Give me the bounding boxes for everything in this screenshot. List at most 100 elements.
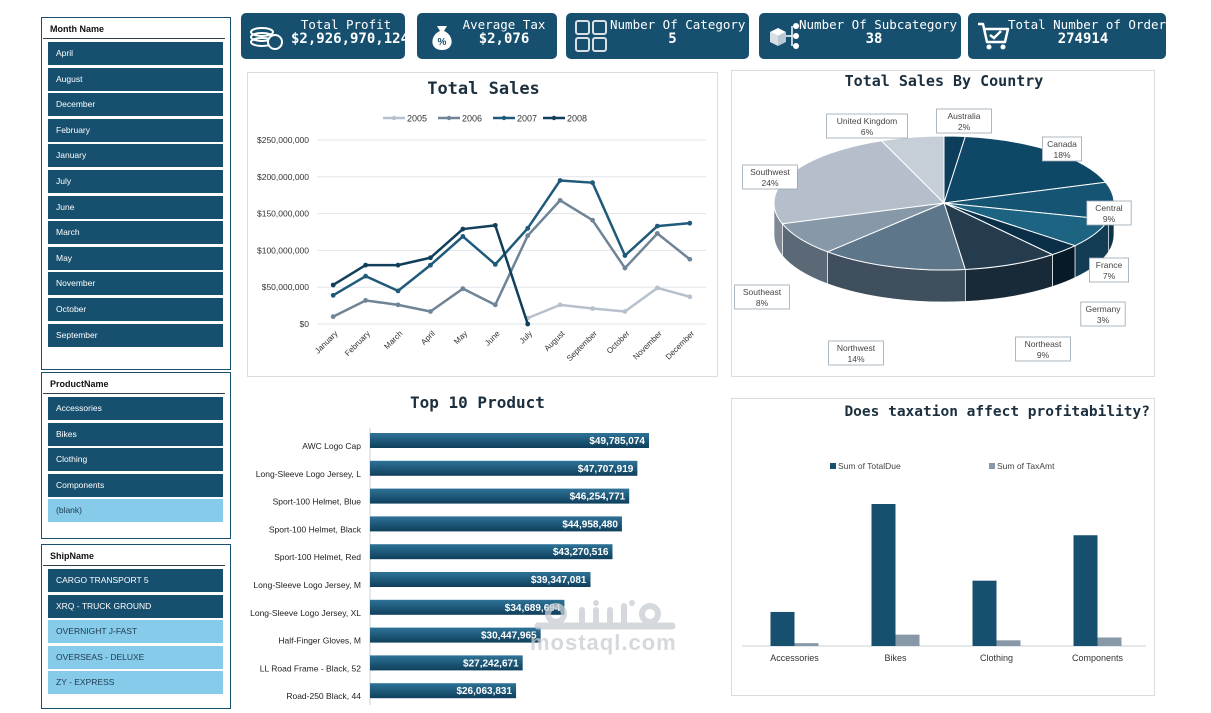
tax-bar-totaldue: [871, 504, 896, 646]
legend-marker: [391, 115, 397, 121]
pie-slice-northwest: [826, 202, 966, 271]
tax-bar-totaldue: [972, 580, 997, 646]
kpi-total-orders: Total Number of Orders 274914: [968, 13, 1174, 59]
product-bar: [370, 683, 517, 699]
data-point: [687, 256, 693, 262]
kpi-total-profit-label: Total Profit: [300, 17, 392, 32]
product-bar-label: $47,707,919: [578, 464, 634, 475]
month-slicer-item[interactable]: September: [48, 323, 223, 347]
product-bar: [370, 627, 541, 643]
data-point: [557, 197, 563, 203]
product-slicer-item[interactable]: (blank): [48, 499, 223, 523]
sales-by-country-title: Total Sales By Country: [844, 72, 1044, 90]
month-slicer-item[interactable]: May: [48, 246, 223, 270]
month-slicer-item[interactable]: March: [48, 221, 223, 245]
product-bar-label: $46,254,771: [570, 492, 626, 503]
month-slicer-item[interactable]: August: [48, 67, 223, 91]
kpi-total-orders-value: 274914: [1057, 31, 1109, 47]
ship-slicer-title: ShipName: [43, 545, 225, 566]
month-slicer-item[interactable]: April: [48, 42, 223, 65]
coins-icon: [250, 27, 283, 50]
data-point: [590, 180, 595, 186]
data-point: [460, 226, 466, 232]
category-label: Components: [1072, 653, 1124, 663]
tax-bar-taxamt: [1097, 637, 1122, 646]
data-point: [460, 234, 466, 239]
pie-label-name: Northeast: [1025, 339, 1062, 349]
data-point: [395, 262, 401, 268]
product-name: Long-Sleeve Logo Jersey, XL: [250, 608, 361, 618]
product-bar: [370, 460, 638, 476]
tax-bar-totaldue: [1073, 535, 1098, 646]
top-products-title: Top 10 Product: [410, 393, 545, 412]
pie-label-box: [1088, 257, 1129, 283]
pie-label-name: Northwest: [837, 343, 876, 353]
tax-bar-taxamt: [996, 640, 1021, 646]
ship-slicer-item[interactable]: OVERNIGHT J-FAST: [48, 620, 223, 644]
y-tick-label: $200,000,000: [257, 172, 309, 182]
month-slicer-item[interactable]: January: [48, 144, 223, 168]
data-point: [590, 306, 595, 311]
product-name: Long-Sleeve Logo Jersey, L: [256, 469, 361, 479]
product-slicer-title: ProductName: [43, 373, 225, 394]
ship-slicer-item[interactable]: CARGO TRANSPORT 5: [48, 569, 223, 592]
product-slicer: ProductName Accessories Bikes Clothing Comp…: [41, 372, 231, 539]
product-name: Sport-100 Helmet, Blue: [273, 497, 362, 507]
product-slicer-item[interactable]: Bikes: [48, 422, 223, 446]
product-bar: [370, 572, 591, 587]
x-tick-label: September: [565, 329, 599, 363]
product-slicer-item[interactable]: Accessories: [48, 397, 223, 420]
legend-marker: [446, 115, 452, 121]
month-slicer-item[interactable]: October: [48, 297, 223, 321]
pie-label-pct: 2%: [958, 122, 971, 132]
month-slicer-item[interactable]: November: [48, 272, 223, 296]
pie-label-name: United Kingdom: [837, 116, 897, 126]
product-name: Road-250 Black, 44: [286, 691, 361, 701]
svg-text:%: %: [438, 37, 447, 48]
legend-label: 2007: [517, 114, 537, 124]
x-tick-label: April: [419, 329, 437, 347]
ship-slicer-item[interactable]: ZY - EXPRESS: [48, 671, 223, 695]
month-slicer-item[interactable]: June: [48, 195, 223, 219]
kpi-number-of-category-label: Number Of Category: [610, 17, 746, 32]
product-bar: [370, 433, 649, 448]
pie-label-name: Australia: [947, 111, 980, 121]
data-point: [460, 286, 466, 292]
data-point: [492, 302, 498, 308]
x-tick-label: June: [483, 329, 502, 348]
data-point: [363, 298, 369, 303]
pie-label-box: [1015, 336, 1071, 362]
pie-label-name: Germany: [1086, 304, 1122, 314]
total-sales-panel: Total Sales $0 $50,000,000 $100,000,000 $15…: [247, 72, 718, 377]
ship-slicer-item[interactable]: OVERSEAS - DELUXE: [48, 645, 223, 669]
month-slicer-item[interactable]: December: [48, 93, 223, 117]
product-name: AWC Logo Cap: [302, 441, 361, 451]
pie-label-box: [1086, 200, 1132, 226]
pie-label-pct: 14%: [847, 354, 864, 364]
month-slicer-item[interactable]: July: [48, 169, 223, 193]
legend-label: 2006: [462, 114, 482, 124]
data-point: [687, 220, 693, 226]
tax-bar-taxamt: [895, 634, 920, 646]
legend-marker: [551, 115, 557, 121]
product-bar-label: $49,785,074: [589, 436, 645, 447]
month-slicer-item[interactable]: February: [48, 118, 223, 142]
sales-by-country-panel: Total Sales By Country Australia 2% Canada…: [731, 70, 1155, 377]
cart-icon: [978, 22, 1010, 50]
product-slicer-item[interactable]: Components: [48, 473, 223, 497]
pie-label-pct: 9%: [1103, 214, 1116, 224]
product-slicer-item[interactable]: Clothing: [48, 448, 223, 472]
ship-slicer-item[interactable]: XRQ - TRUCK GROUND: [48, 594, 223, 618]
kpi-number-of-subcategory-value: 38: [865, 31, 883, 47]
pie-label-box: [1041, 136, 1082, 162]
x-tick-label: May: [452, 329, 469, 346]
data-point: [363, 273, 369, 279]
product-bar-label: $34,689,694: [505, 603, 561, 614]
pie-label-name: Southeast: [743, 287, 782, 297]
data-point: [492, 222, 498, 228]
data-point: [330, 314, 336, 320]
